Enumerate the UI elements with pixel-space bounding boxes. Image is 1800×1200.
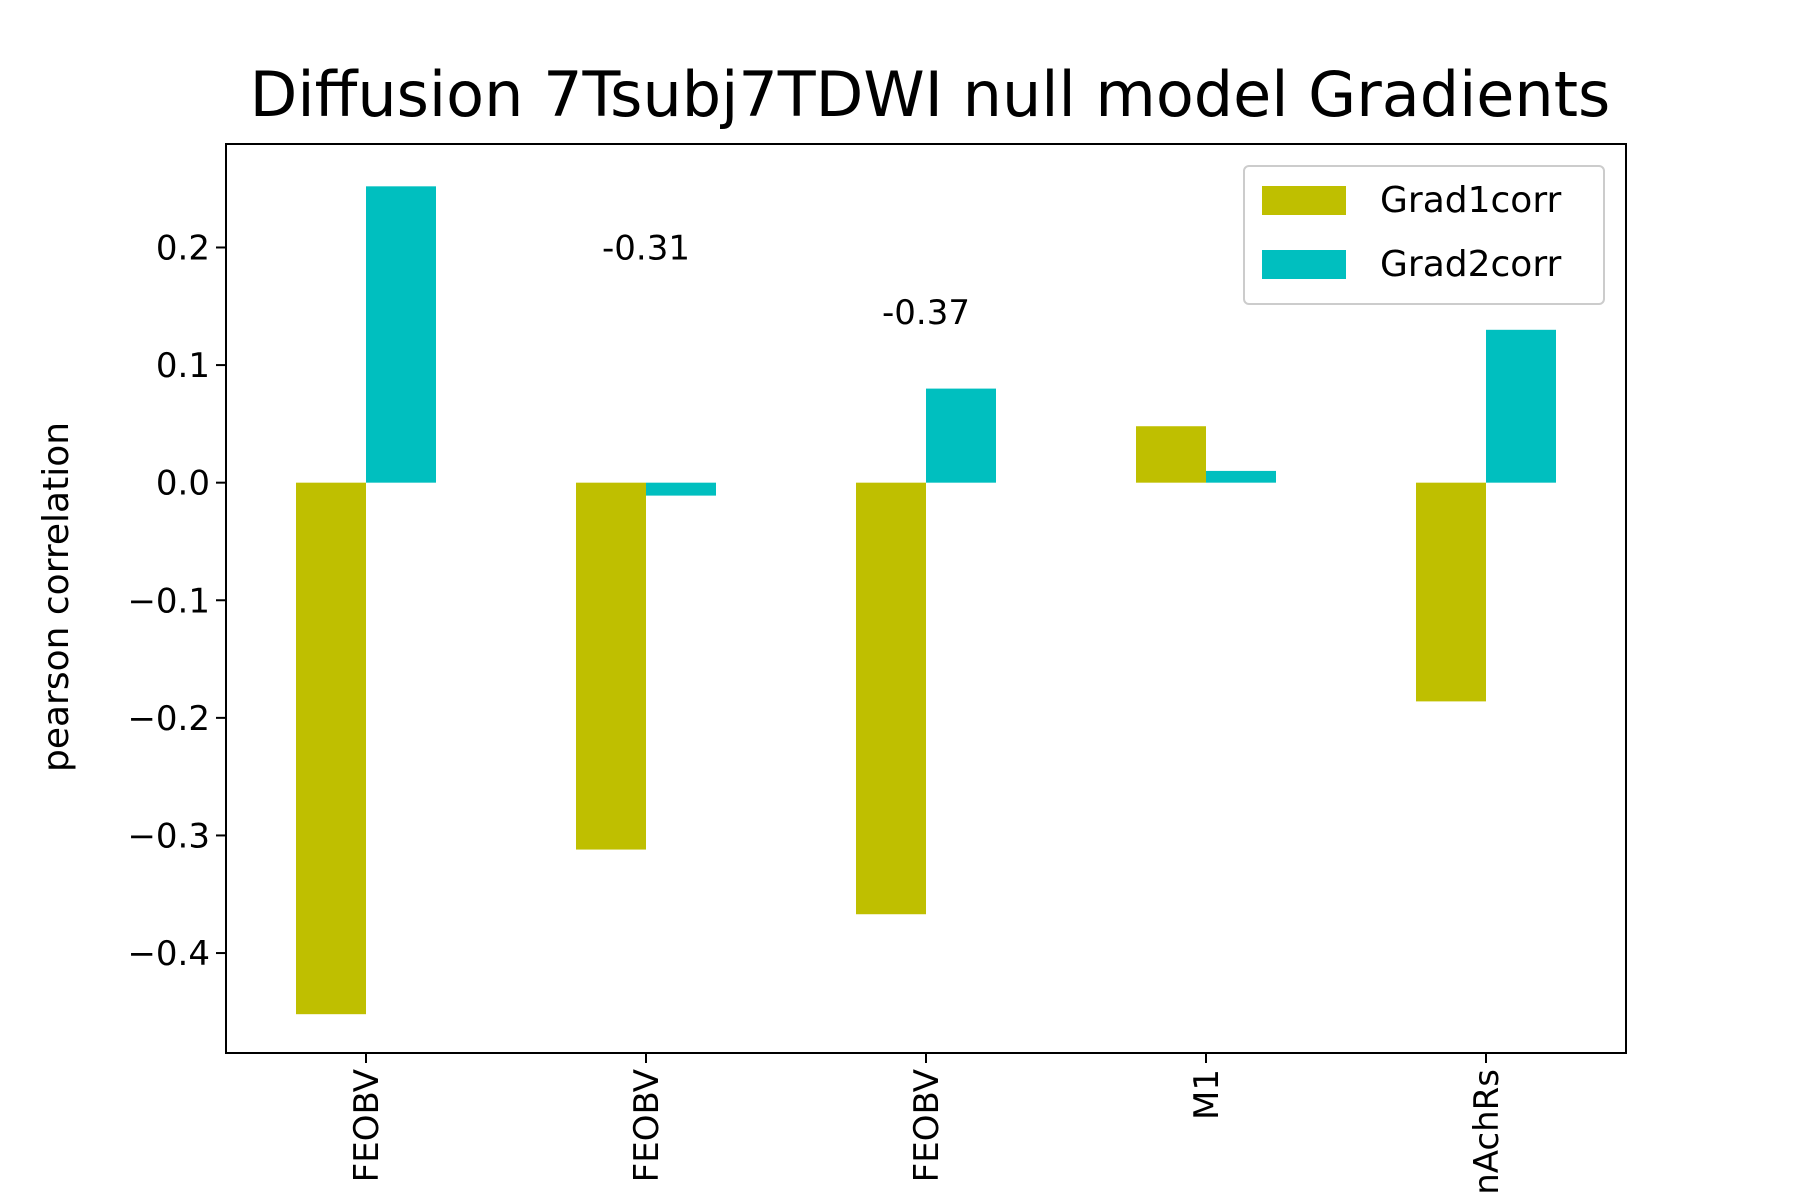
legend-label-grad1corr: Grad1corr xyxy=(1380,180,1562,221)
y-tick-label: −0.2 xyxy=(127,699,210,739)
y-tick-label: −0.4 xyxy=(127,934,210,974)
bar-grad2corr-1 xyxy=(646,482,716,496)
x-tick-label: FEOBV xyxy=(347,1069,387,1182)
bar-grad1corr-2 xyxy=(856,482,926,915)
data-annotation: -0.37 xyxy=(882,293,970,333)
x-tick-label: FEOBV xyxy=(907,1069,947,1182)
bar-grad2corr-4 xyxy=(1486,329,1556,483)
annotations-layer: -0.31 -0.37 xyxy=(602,228,970,333)
x-axis: FEOBV FEOBV FEOBV M1 nAchRs xyxy=(347,1053,1507,1195)
bar-grad1corr-3 xyxy=(1136,426,1206,483)
x-tick-label: FEOBV xyxy=(627,1069,667,1182)
x-tick-label: M1 xyxy=(1187,1069,1227,1120)
y-tick-label: 0.2 xyxy=(156,228,210,268)
legend-swatch-grad2corr xyxy=(1262,250,1346,279)
chart-title: Diffusion 7Tsubj7TDWI null model Gradien… xyxy=(250,58,1611,131)
bar-grad1corr-0 xyxy=(296,482,366,1015)
bar-grad2corr-3 xyxy=(1206,470,1276,483)
y-tick-label: −0.3 xyxy=(127,816,210,856)
bars-layer xyxy=(296,186,1556,1015)
x-tick-label: nAchRs xyxy=(1467,1069,1507,1195)
y-axis-label: pearson correlation xyxy=(36,422,77,772)
y-tick-label: −0.1 xyxy=(127,581,210,621)
data-annotation: -0.31 xyxy=(602,228,690,268)
bar-grad1corr-4 xyxy=(1416,482,1486,702)
y-tick-label: 0.1 xyxy=(156,346,210,386)
bar-grad1corr-1 xyxy=(576,482,646,850)
bar-grad2corr-0 xyxy=(366,186,436,483)
y-axis: 0.2 0.1 0.0 −0.1 −0.2 −0.3 −0.4 xyxy=(127,228,226,974)
legend: Grad1corr Grad2corr xyxy=(1243,165,1605,305)
bar-grad2corr-2 xyxy=(926,388,996,483)
legend-label-grad2corr: Grad2corr xyxy=(1380,244,1562,285)
legend-swatch-grad1corr xyxy=(1262,186,1346,215)
y-tick-label: 0.0 xyxy=(156,464,210,504)
